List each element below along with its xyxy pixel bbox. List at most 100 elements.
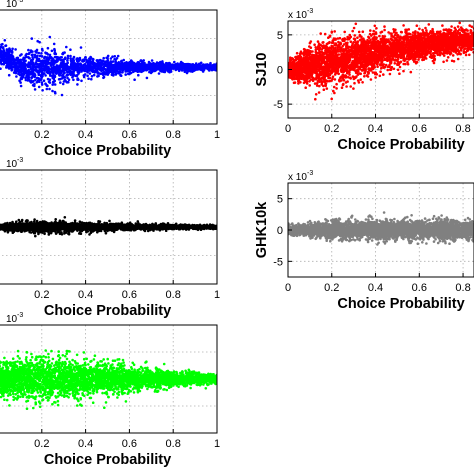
- data-point: [46, 67, 49, 71]
- data-point: [174, 65, 178, 69]
- data-point: [349, 77, 353, 80]
- data-point: [61, 65, 65, 68]
- data-point: [328, 73, 332, 76]
- data-point: [19, 84, 23, 88]
- data-point: [69, 54, 72, 58]
- data-point: [171, 65, 175, 68]
- data-point: [89, 68, 93, 72]
- data-point: [110, 67, 114, 71]
- data-point: [334, 52, 338, 55]
- data-point: [62, 60, 65, 63]
- data-point: [6, 59, 9, 63]
- data-point: [202, 68, 205, 71]
- data-point: [450, 25, 453, 28]
- data-point: [162, 65, 166, 68]
- data-point: [133, 78, 136, 81]
- data-point: [4, 61, 8, 65]
- data-point: [147, 60, 151, 64]
- data-point: [67, 80, 70, 84]
- data-point: [42, 64, 45, 68]
- data-point: [122, 58, 125, 62]
- data-point: [341, 44, 344, 48]
- data-point: [169, 70, 173, 73]
- data-point: [61, 82, 65, 86]
- data-point: [337, 40, 340, 44]
- data-point: [333, 78, 337, 81]
- data-point: [69, 48, 72, 51]
- data-point: [332, 85, 336, 89]
- data-point: [11, 47, 14, 51]
- data-point: [40, 55, 44, 58]
- data-point: [61, 77, 64, 80]
- data-point: [72, 78, 75, 82]
- data-point: [33, 84, 36, 88]
- data-point: [155, 61, 159, 64]
- exponent-label: 10: [6, 0, 18, 10]
- data-point: [66, 70, 69, 74]
- data-point: [211, 67, 215, 71]
- data-point: [96, 65, 100, 69]
- data-point: [159, 66, 163, 70]
- data-point: [92, 73, 96, 77]
- data-point: [4, 44, 7, 48]
- data-point: [386, 68, 390, 72]
- data-point: [337, 53, 341, 56]
- data-point: [32, 69, 35, 72]
- data-point: [380, 66, 383, 70]
- data-point: [325, 87, 329, 90]
- data-point: [30, 72, 34, 76]
- data-point: [404, 30, 407, 34]
- data-point: [126, 72, 130, 76]
- data-point: [66, 54, 70, 58]
- data-point: [145, 66, 148, 69]
- data-point: [37, 51, 41, 55]
- data-point: [15, 75, 18, 78]
- data-point: [111, 72, 114, 75]
- data-point: [135, 67, 138, 70]
- data-point: [36, 76, 40, 80]
- data-point: [29, 49, 33, 52]
- data-point: [438, 51, 441, 55]
- data-point: [427, 23, 431, 26]
- data-point: [464, 51, 468, 54]
- data-point: [150, 63, 153, 67]
- data-point: [0, 54, 4, 57]
- data-point: [431, 27, 434, 31]
- data-point: [320, 80, 324, 83]
- data-point: [86, 70, 89, 74]
- data-point: [85, 58, 88, 62]
- data-point: [178, 68, 181, 72]
- data-point: [33, 74, 37, 77]
- data-point: [357, 52, 360, 55]
- data-point: [24, 71, 28, 75]
- data-point: [183, 67, 186, 71]
- data-point: [77, 65, 80, 68]
- data-point: [346, 35, 349, 39]
- data-point: [56, 56, 60, 59]
- data-point: [75, 66, 78, 70]
- data-point: [470, 25, 474, 29]
- data-point: [54, 61, 57, 64]
- data-point: [44, 63, 48, 67]
- data-point: [66, 59, 69, 62]
- data-point: [86, 62, 90, 65]
- data-point: [370, 46, 374, 49]
- data-point: [358, 33, 362, 37]
- data-point: [422, 36, 426, 39]
- data-point: [114, 67, 117, 70]
- plot-frame: [0, 9, 218, 125]
- data-point: [373, 24, 377, 28]
- data-point: [157, 72, 161, 75]
- data-point: [29, 61, 33, 64]
- data-point: [165, 64, 168, 68]
- data-point: [40, 47, 44, 51]
- data-point: [426, 35, 430, 38]
- data-point: [27, 48, 30, 52]
- data-point: [53, 90, 57, 94]
- data-point: [316, 40, 320, 43]
- data-point: [90, 77, 93, 81]
- data-point: [10, 69, 13, 72]
- data-point: [71, 67, 75, 71]
